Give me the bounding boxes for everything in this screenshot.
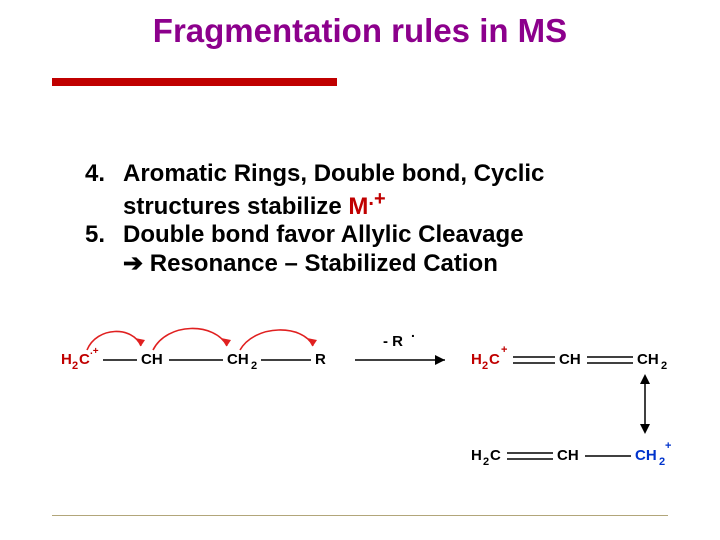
list-item-4: 4. Aromatic Rings, Double bond, Cyclic s… [85,160,645,221]
rt-c: C [489,351,500,368]
rt-ch: CH [559,351,581,368]
left-ch2sub: 2 [251,360,257,372]
rb-ch2: CH [635,447,657,464]
list-number-4: 4. [85,160,123,188]
rt-h2sub: 2 [482,360,488,372]
rb-h: H [471,447,482,464]
item4-line1: Aromatic Rings, Double bond, Cyclic [123,160,544,187]
rb-c: C [490,447,501,464]
list-body-5: Double bond favor Allylic Cleavage ➔ Res… [123,221,524,278]
arrow-curve-2 [153,328,227,350]
rt-h: H [471,351,482,368]
allylic-cleavage-diagram: H 2 C .+ CH CH 2 R - R . H 2 C + [55,320,685,490]
rt-ch2: CH [637,351,659,368]
left-h2sub: 2 [72,360,78,372]
left-ch: CH [141,351,163,368]
arrow-icon: ➔ [123,250,143,277]
list-body-4: Aromatic Rings, Double bond, Cyclic stru… [123,160,544,221]
m-superscript: .+ [368,188,385,210]
m-letter: M [348,193,368,220]
rb-plus: + [665,440,671,452]
item5-line1: Double bond favor Allylic Cleavage [123,221,524,248]
rb-ch2sub: 2 [659,456,665,468]
arrow-curve-3 [240,330,313,350]
list-number-5: 5. [85,221,123,249]
item5-line2: Resonance – Stabilized Cation [143,250,498,277]
bottom-rule [52,515,668,516]
left-radplus: .+ [90,346,99,357]
item4-line2a: structures stabilize [123,193,348,220]
rt-ch2sub: 2 [661,360,667,372]
right-bottom-species: H 2 C CH CH 2 + [471,440,671,468]
right-top-species: H 2 C + CH CH 2 [471,344,667,372]
minus-r: - R [383,333,403,350]
electron-arrows [87,328,317,350]
slide: Fragmentation rules in MS 4. Aromatic Ri… [0,0,720,540]
left-ch2: CH [227,351,249,368]
rules-list: 4. Aromatic Rings, Double bond, Cyclic s… [85,160,645,278]
rt-plus: + [501,344,507,356]
rxn-arrow-head [435,355,445,365]
left-c: C [79,351,90,368]
title-text: Fragmentation rules in MS [153,12,567,49]
slide-title: Fragmentation rules in MS [0,12,720,50]
resonance-arrow [640,374,650,434]
r-dot: . [411,324,415,340]
res-head-down [640,424,650,434]
reaction-arrow: - R . [355,324,445,365]
res-head-up [640,374,650,384]
molecular-ion-symbol: M.+ [348,193,385,220]
left-h: H [61,351,72,368]
list-item-5: 5. Double bond favor Allylic Cleavage ➔ … [85,221,645,278]
left-species: H 2 C .+ CH CH 2 R [61,346,326,372]
rb-hsub: 2 [483,456,489,468]
left-r: R [315,351,326,368]
rb-ch: CH [557,447,579,464]
title-underline [52,78,337,86]
